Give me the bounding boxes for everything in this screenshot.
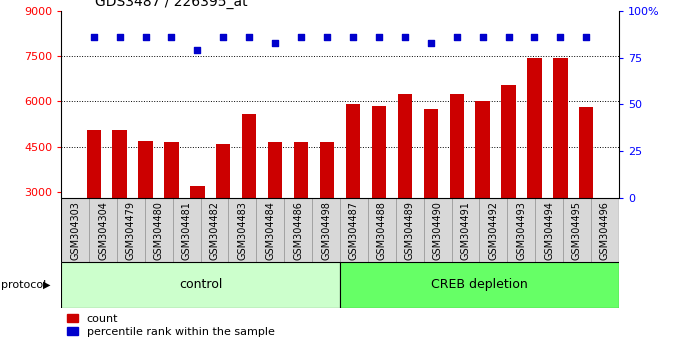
Point <box>477 34 488 40</box>
Point <box>503 34 514 40</box>
Bar <box>117 198 145 262</box>
Text: protocol: protocol <box>1 280 46 290</box>
Bar <box>312 198 340 262</box>
Point <box>192 47 203 53</box>
Point <box>140 34 151 40</box>
Text: GDS3487 / 226395_at: GDS3487 / 226395_at <box>95 0 248 9</box>
Point <box>88 34 99 40</box>
Bar <box>173 198 201 262</box>
Bar <box>320 142 334 283</box>
Bar <box>563 198 591 262</box>
Bar <box>86 130 101 283</box>
Bar <box>507 198 535 262</box>
Point <box>114 34 125 40</box>
Point <box>425 40 436 45</box>
Bar <box>242 114 256 283</box>
Point <box>296 34 307 40</box>
Text: GSM304489: GSM304489 <box>405 201 415 260</box>
Point <box>270 40 281 45</box>
Point <box>244 34 255 40</box>
Bar <box>396 198 424 262</box>
Text: GSM304480: GSM304480 <box>154 201 164 260</box>
Bar <box>449 94 464 283</box>
Point <box>452 34 462 40</box>
Bar <box>216 144 231 283</box>
Text: GSM304303: GSM304303 <box>70 201 80 260</box>
Bar <box>228 198 256 262</box>
Text: GSM304483: GSM304483 <box>237 201 248 260</box>
Bar <box>145 198 173 262</box>
Bar <box>340 198 368 262</box>
Bar <box>368 198 396 262</box>
Point <box>399 34 410 40</box>
Bar <box>479 198 507 262</box>
Bar <box>372 106 386 283</box>
Text: GSM304479: GSM304479 <box>126 201 136 261</box>
Text: GSM304482: GSM304482 <box>209 201 220 261</box>
Text: GSM304495: GSM304495 <box>572 201 582 261</box>
Bar <box>201 198 228 262</box>
Text: GSM304487: GSM304487 <box>349 201 359 261</box>
Point <box>581 34 592 40</box>
Bar <box>89 198 117 262</box>
Bar <box>256 198 284 262</box>
Bar <box>268 142 282 283</box>
Text: GSM304486: GSM304486 <box>293 201 303 260</box>
Bar <box>340 262 619 308</box>
Text: GSM304498: GSM304498 <box>321 201 331 260</box>
Bar <box>284 198 312 262</box>
Bar <box>346 104 360 283</box>
Bar <box>112 130 126 283</box>
Point <box>529 34 540 40</box>
Bar <box>424 198 452 262</box>
Bar <box>294 142 308 283</box>
Point <box>166 34 177 40</box>
Bar <box>554 58 568 283</box>
Bar <box>452 198 479 262</box>
Text: CREB depletion: CREB depletion <box>431 279 528 291</box>
Bar <box>579 108 594 283</box>
Text: ▶: ▶ <box>43 280 50 290</box>
Text: GSM304488: GSM304488 <box>377 201 387 260</box>
Bar <box>190 186 205 283</box>
Text: GSM304494: GSM304494 <box>544 201 554 260</box>
Legend: count, percentile rank within the sample: count, percentile rank within the sample <box>67 314 275 337</box>
Text: control: control <box>179 279 222 291</box>
Bar <box>61 262 340 308</box>
Bar <box>61 198 89 262</box>
Text: GSM304484: GSM304484 <box>265 201 275 260</box>
Text: GSM304304: GSM304304 <box>98 201 108 260</box>
Bar <box>424 109 438 283</box>
Point <box>218 34 228 40</box>
Text: GSM304493: GSM304493 <box>516 201 526 260</box>
Text: GSM304491: GSM304491 <box>460 201 471 260</box>
Text: GSM304492: GSM304492 <box>488 201 498 261</box>
Text: GSM304481: GSM304481 <box>182 201 192 260</box>
Bar <box>527 58 541 283</box>
Text: GSM304490: GSM304490 <box>432 201 443 260</box>
Bar <box>398 94 412 283</box>
Point <box>347 34 358 40</box>
Bar <box>475 101 490 283</box>
Bar <box>591 198 619 262</box>
Point <box>373 34 384 40</box>
Bar <box>165 142 179 283</box>
Bar <box>535 198 563 262</box>
Point <box>322 34 333 40</box>
Text: GSM304496: GSM304496 <box>600 201 610 260</box>
Point <box>555 34 566 40</box>
Bar <box>139 141 153 283</box>
Bar <box>501 85 515 283</box>
